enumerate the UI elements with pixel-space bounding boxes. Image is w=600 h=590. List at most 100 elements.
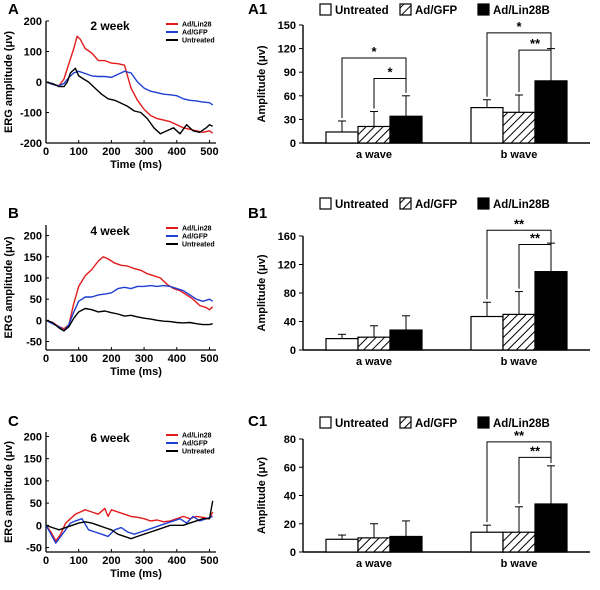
y-tick-label: -50: [26, 543, 42, 555]
significance-label: **: [530, 231, 541, 246]
x-category-label: b wave: [501, 149, 538, 161]
x-tick-label: 0: [43, 555, 49, 567]
legend-label: Untreated: [335, 199, 389, 211]
panel-b1: B1 Untreated Ad/GFP Ad/Lin28B 0 40 80 120 160 Amp…: [248, 197, 590, 368]
x-tick-label: 0: [43, 146, 49, 158]
series-line-ad-lin28: [45, 256, 214, 330]
series-line-ad-lin28: [45, 35, 214, 134]
x-tick-label: 300: [135, 555, 153, 567]
y-tick-label: 100: [24, 273, 42, 285]
bar-ad-gfp: [502, 111, 536, 144]
bar-ad-gfp: [502, 531, 536, 553]
bar-ad-gfp: [357, 336, 391, 351]
y-tick-label: 150: [24, 252, 42, 264]
panel-label: B1: [248, 205, 267, 222]
significance-bracket: [518, 456, 552, 504]
y-tick-label: 0: [290, 345, 296, 357]
series-line-ad-gfp: [45, 284, 214, 332]
x-tick-label: 400: [168, 555, 186, 567]
x-tick-label: 500: [200, 555, 218, 567]
bar-ad-lin28b: [534, 80, 568, 144]
x-tick-label: 500: [200, 353, 218, 365]
y-tick-label: 30: [284, 114, 296, 126]
panel-label: C1: [248, 413, 267, 430]
legend-label: Ad/GFP: [182, 441, 208, 448]
bar-ad-gfp: [357, 125, 391, 144]
x-category-label: a wave: [356, 558, 392, 570]
bar-ad-gfp: [502, 313, 536, 351]
significance-bracket: [518, 240, 552, 289]
significance-bracket: [486, 441, 552, 523]
bar-ad-lin28b: [389, 115, 423, 144]
significance-bracket: [341, 57, 407, 118]
legend-label: Ad/GFP: [182, 234, 208, 241]
bar-untreated: [470, 315, 504, 351]
significance-label: **: [530, 36, 541, 51]
y-tick-label: 80: [284, 288, 296, 300]
y-tick-label: 50: [30, 498, 42, 510]
legend-swatch: [399, 416, 412, 429]
series-line-untreated: [45, 307, 213, 332]
y-tick-label: 20: [284, 519, 296, 531]
bar-untreated: [470, 531, 504, 553]
series-line-untreated: [45, 500, 214, 540]
panel-a1: A1 Untreated Ad/GFP Ad/Lin28B 0 30 60 90 120 150 A…: [248, 1, 590, 161]
legend-label: Untreated: [182, 38, 215, 45]
bar-untreated: [470, 106, 504, 144]
legend-swatch: [477, 197, 490, 210]
significance-bracket: [486, 229, 552, 300]
y-tick-label: 80: [284, 434, 296, 446]
y-tick-label: 150: [24, 454, 42, 466]
week-title: 6 week: [90, 431, 130, 445]
legend-label: Ad/Lin28B: [493, 418, 550, 430]
legend-label: Untreated: [182, 242, 215, 249]
legend-label: Ad/GFP: [415, 5, 457, 17]
legend-label: Untreated: [335, 5, 389, 17]
legend-swatch: [477, 416, 490, 429]
legend-label: Untreated: [335, 418, 389, 430]
y-tick-label: 0: [36, 315, 42, 327]
y-axis-label: Amplitude (μv): [256, 254, 268, 331]
y-tick-label: 40: [284, 491, 296, 503]
x-category-label: a wave: [356, 149, 392, 161]
y-axis-label: ERG amplitude (μv): [3, 441, 15, 543]
x-tick-label: 500: [200, 146, 218, 158]
series-line-ad-gfp: [45, 515, 213, 544]
y-tick-label: 200: [24, 431, 42, 443]
y-tick-label: 0: [290, 547, 296, 559]
x-category-label: b wave: [501, 558, 538, 570]
x-tick-label: 100: [70, 146, 88, 158]
y-tick-label: 200: [24, 231, 42, 243]
significance-label: *: [516, 19, 522, 34]
x-tick-label: 300: [135, 353, 153, 365]
legend-label: Ad/GFP: [415, 418, 457, 430]
legend-label: Ad/Lin28B: [493, 5, 550, 17]
x-tick-label: 300: [135, 146, 153, 158]
y-tick-label: -100: [20, 108, 42, 120]
significance-label: **: [530, 443, 541, 458]
panel-label: C: [8, 413, 19, 430]
x-tick-label: 200: [102, 146, 120, 158]
legend-swatch: [399, 3, 412, 16]
significance-label: **: [514, 216, 525, 231]
significance-bracket: [373, 77, 407, 109]
panel-label: B: [8, 205, 19, 222]
panel-c1: C1 Untreated Ad/GFP Ad/Lin28B 0 20 40 60 80 Ampli…: [248, 413, 590, 570]
bar-untreated: [325, 338, 359, 351]
series-line-ad-gfp: [45, 70, 214, 106]
y-tick-label: 60: [284, 462, 296, 474]
x-category-label: a wave: [356, 356, 392, 368]
x-axis-label: Time (ms): [110, 366, 162, 378]
legend-label: Ad/GFP: [182, 30, 208, 37]
significance-label: *: [371, 44, 377, 59]
legend-label: Ad/GFP: [415, 199, 457, 211]
y-tick-label: 160: [278, 231, 296, 243]
significance-label: *: [387, 64, 393, 79]
legend-label: Ad/Lin28: [182, 433, 212, 440]
y-tick-label: 200: [24, 16, 42, 28]
y-tick-label: 120: [278, 44, 296, 56]
y-tick-label: 60: [284, 91, 296, 103]
